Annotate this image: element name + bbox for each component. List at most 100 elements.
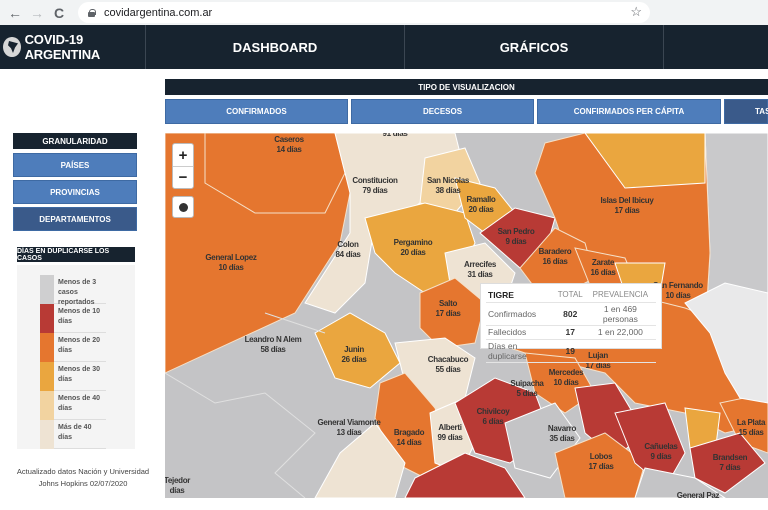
map-label-mercedes: Mercedes 10 días (548, 368, 584, 387)
tooltip-row-total: 19 (555, 339, 585, 363)
map-label-chacabuco: Chacabuco 55 días (427, 355, 469, 374)
granularity-panel: GRANULARIDAD PAÍSES PROVINCIAS DEPARTAME… (13, 133, 137, 234)
forward-icon[interactable]: → (30, 4, 44, 21)
map-label-colon: Colon 84 días (335, 240, 361, 259)
map-label-pergamino: Pergamino 20 días (393, 238, 433, 257)
map-label-constitucion: Constitucion 79 días (352, 176, 398, 195)
legend-swatch (40, 333, 54, 362)
tooltip-row-prevalence: 1 en 22,000 (584, 325, 656, 340)
tooltip-row: Fallecidos 17 1 en 22,000 (486, 325, 656, 340)
map-label-islas-del-ibicuy: Islas Del Ibicuy 17 días (600, 196, 654, 215)
map-label-suipacha: Suipacha 5 días (510, 379, 544, 398)
reset-view-button[interactable] (172, 196, 194, 218)
map-label-leandro-n-alem: Leandro N Alem 58 días (244, 335, 302, 354)
map-label-bragado: Bragado 14 días (393, 428, 425, 447)
map-label-brandsen: Brandsen 7 días (712, 453, 748, 472)
top-navbar: COVID-19 ARGENTINA DASHBOARD GRÁFICOS (0, 25, 768, 69)
map-label-arrecifes: Arrecifes 31 días (464, 260, 496, 279)
zoom-out-button[interactable]: − (173, 166, 193, 188)
tooltip-region-name: TIGRE (486, 288, 556, 303)
brand[interactable]: COVID-19 ARGENTINA (0, 25, 146, 69)
map-label-canuelas: Cañuelas 9 días (644, 442, 678, 461)
legend-item: Menos de 30 días (40, 362, 135, 391)
legend-title: DÍAS EN DUPLICARSE LOS CASOS (17, 247, 135, 262)
map-label-general-lopez: General Lopez 10 días (205, 253, 257, 272)
reload-icon[interactable]: C (53, 4, 65, 21)
browser-toolbar: ← → C covidargentina.com.ar ☆ (0, 0, 768, 25)
choropleth-map[interactable]: Caseros 14 días 91 días Constitucion 79 dí… (165, 133, 768, 498)
globe-icon (178, 202, 188, 212)
nav-dashboard[interactable]: DASHBOARD (146, 25, 405, 69)
legend-label: Menos de 20 días (54, 333, 106, 362)
legend-label: Menos de 10 días (54, 304, 106, 333)
legend-item: Más de 40 días (40, 420, 135, 449)
legend-item: Menos de 20 días (40, 333, 135, 362)
address-bar[interactable]: covidargentina.com.ar ☆ (78, 2, 650, 23)
tooltip-row-label: Fallecidos (486, 325, 556, 340)
map-label-general-paz: General Paz (676, 491, 720, 498)
map-label-san-pedro: San Pedro 9 días (497, 227, 535, 246)
tooltip-row-label: Días en duplicarse (486, 339, 556, 363)
legend-swatch (40, 304, 54, 333)
map-label-junin: Junin 26 días (341, 345, 367, 364)
tooltip-row-prevalence (584, 339, 656, 363)
map-zoom-control: + − (172, 143, 194, 189)
bookmark-star-icon[interactable]: ☆ (630, 4, 642, 19)
map-label-chivilcoy: Chivilcoy 6 días (476, 407, 510, 426)
argentina-logo-icon (3, 37, 21, 57)
zoom-in-button[interactable]: + (178, 146, 188, 164)
legend-label: Más de 40 días (54, 420, 106, 449)
tooltip-col-total: TOTAL (555, 288, 585, 303)
map-label-navarro: Navarro 35 días (547, 424, 577, 443)
url-text: covidargentina.com.ar (104, 6, 213, 19)
map-label-baradero: Baradero 16 días (538, 247, 572, 266)
tooltip-row-total: 17 (555, 325, 585, 340)
map-label-tejedor: Tejedor días (165, 476, 191, 495)
back-icon[interactable]: ← (8, 4, 22, 21)
legend-label: Menos de 30 días (54, 362, 106, 391)
legend: Menos de 3 casos reportados Menos de 10 … (17, 265, 135, 449)
tooltip-row-label: Confirmados (486, 302, 556, 326)
nav-more[interactable] (664, 25, 768, 69)
map-label-san-fernando: San Fernando 10 días (653, 281, 703, 300)
legend-item: Menos de 10 días (40, 304, 135, 333)
tooltip-col-prevalence: PREVALENCIA (584, 288, 656, 303)
granularity-paises-button[interactable]: PAÍSES (13, 153, 137, 177)
nav-graficos[interactable]: GRÁFICOS (405, 25, 664, 69)
updated-line-2: Johns Hopkins 02/07/2020 (38, 479, 128, 488)
map-label-caseros: Caseros 14 días (274, 135, 304, 154)
tab-tasa[interactable]: TAS (724, 99, 768, 124)
legend-swatch (40, 391, 54, 420)
legend-label: Menos de 3 casos reportados (54, 275, 106, 306)
tooltip-row: Días en duplicarse 19 (486, 339, 656, 363)
tab-decesos[interactable]: DECESOS (351, 99, 534, 124)
legend-label: Menos de 40 días (54, 391, 106, 420)
map-label-zarate: Zarate 16 días (590, 258, 616, 277)
brand-title: COVID-19 ARGENTINA (24, 32, 101, 62)
tooltip-row: Confirmados 802 1 en 469 personas (486, 302, 656, 326)
legend-item: Menos de 3 casos reportados (40, 275, 135, 306)
granularity-header: GRANULARIDAD (13, 133, 137, 149)
tooltip-row-prevalence: 1 en 469 personas (584, 302, 656, 326)
map-label-la-plata: La Plata 15 días (736, 418, 766, 437)
granularity-departamentos-button[interactable]: DEPARTAMENTOS (13, 207, 137, 231)
updated-line-1: Actualizado datos Nación y Universidad (16, 467, 150, 476)
tab-confirmados-per-capita[interactable]: CONFIRMADOS PER CÁPITA (537, 99, 721, 124)
granularity-provincias-button[interactable]: PROVINCIAS (13, 180, 137, 204)
map-label-salto: Salto 17 días (435, 299, 461, 318)
legend-swatch (40, 275, 54, 304)
map-label-alberti: Alberti 99 días (437, 423, 463, 442)
map-label-top: 91 días (382, 133, 408, 138)
lock-icon (88, 8, 96, 17)
region-tooltip: TIGRE TOTAL PREVALENCIA Confirmados 802 … (480, 283, 662, 363)
tab-confirmados[interactable]: CONFIRMADOS (165, 99, 348, 124)
map-label-ramallo: Ramallo 20 días (466, 195, 496, 214)
map-label-lobos: Lobos 17 días (588, 452, 614, 471)
map-label-san-nicolas: San Nicolas 38 días (426, 176, 470, 195)
visualization-tabs: CONFIRMADOS DECESOS CONFIRMADOS PER CÁPI… (165, 99, 768, 124)
last-updated-note: Actualizado datos Nación y Universidad J… (8, 466, 158, 490)
map-shapes (165, 133, 768, 498)
map-label-general-viamonte: General Viamonte 13 días (317, 418, 381, 437)
legend-item: Menos de 40 días (40, 391, 135, 420)
legend-swatch (40, 420, 54, 449)
